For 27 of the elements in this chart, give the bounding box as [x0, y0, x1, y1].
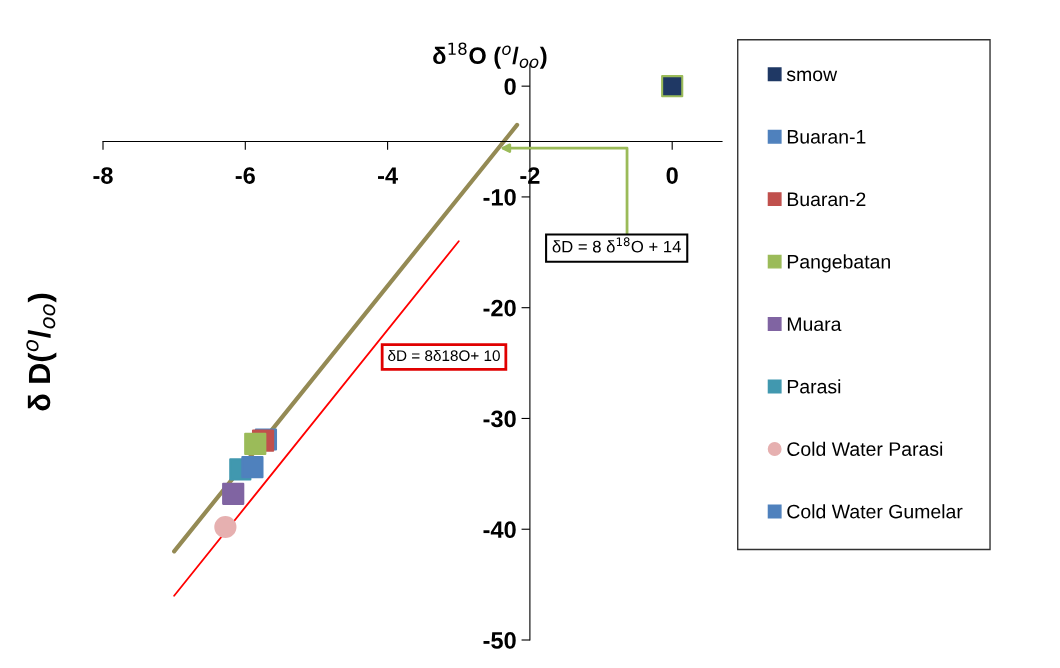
y-tick-label: -10	[483, 188, 516, 206]
legend-label: smow	[786, 70, 838, 82]
legend-label: Parasi	[787, 379, 841, 394]
legend-label: Buaran-2	[787, 192, 866, 207]
point	[244, 432, 267, 456]
y-tick-label: 0	[504, 78, 516, 95]
point	[661, 75, 684, 98]
legend-label: Cold Water Parasi	[787, 441, 943, 456]
y-tick-label: -20	[483, 299, 516, 317]
annotation: δD = 8δ18O+ 10	[388, 349, 500, 362]
x-tick-label: -6	[235, 167, 255, 184]
legend-label: Cold Water Gumelar	[787, 504, 963, 519]
legend-label: Muara	[787, 317, 842, 332]
y-tick-label: -40	[483, 521, 516, 539]
legend-label: Buaran-1	[787, 130, 866, 144]
annotation: δD = 8 δ$^{18}$O + 14	[552, 237, 681, 253]
x-tick-label: 0	[666, 167, 678, 184]
x-tick-label: -4	[378, 167, 398, 184]
y-tick-label: -50	[483, 632, 516, 649]
x-axis-title: δ$^{18}$O ($^{o}$/$_{oo}$)	[433, 42, 547, 69]
point	[222, 482, 245, 505]
y-axis-title: δ D($^{o}$/$_{oo}$)	[26, 293, 57, 411]
point	[241, 456, 264, 479]
y-tick-label: -30	[483, 410, 516, 428]
x-tick-label: -8	[93, 167, 113, 184]
point	[214, 515, 237, 539]
legend-label: Pangebatan	[787, 254, 890, 273]
